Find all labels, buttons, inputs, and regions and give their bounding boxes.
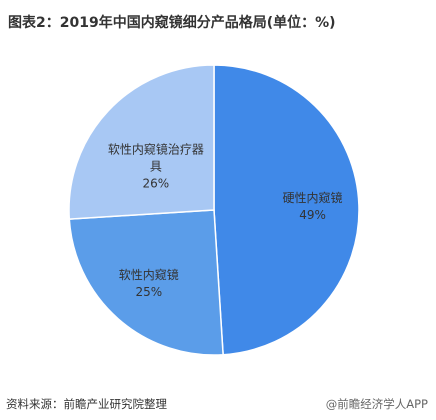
source: 资料来源：前瞻产业研究院整理 [6, 397, 167, 411]
pie-slice [68, 64, 215, 220]
value-label: 49% [299, 207, 326, 222]
slice-name: 软性内窥镜治疗器具 [107, 142, 204, 174]
slice-name: 软性内窥镜 [118, 267, 179, 282]
pie-slice [213, 64, 360, 356]
value-label: 25% [135, 284, 163, 299]
credit: @前瞻经济学人APP [325, 397, 428, 411]
chart-title: 图表2：2019年中国内窥镜细分产品格局(单位：%) [8, 15, 336, 31]
slice-label: 软性内窥镜治疗器具 26% [104, 142, 208, 193]
slice-label: 硬性内窥镜 49% [261, 190, 365, 224]
pie-slice [68, 209, 224, 356]
value-label: 26% [142, 176, 170, 191]
slice-name: 硬性内窥镜 [282, 190, 343, 205]
slice-label: 软性内窥镜 25% [97, 267, 201, 301]
